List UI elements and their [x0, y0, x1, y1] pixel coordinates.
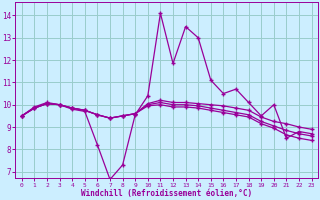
X-axis label: Windchill (Refroidissement éolien,°C): Windchill (Refroidissement éolien,°C)	[81, 189, 252, 198]
